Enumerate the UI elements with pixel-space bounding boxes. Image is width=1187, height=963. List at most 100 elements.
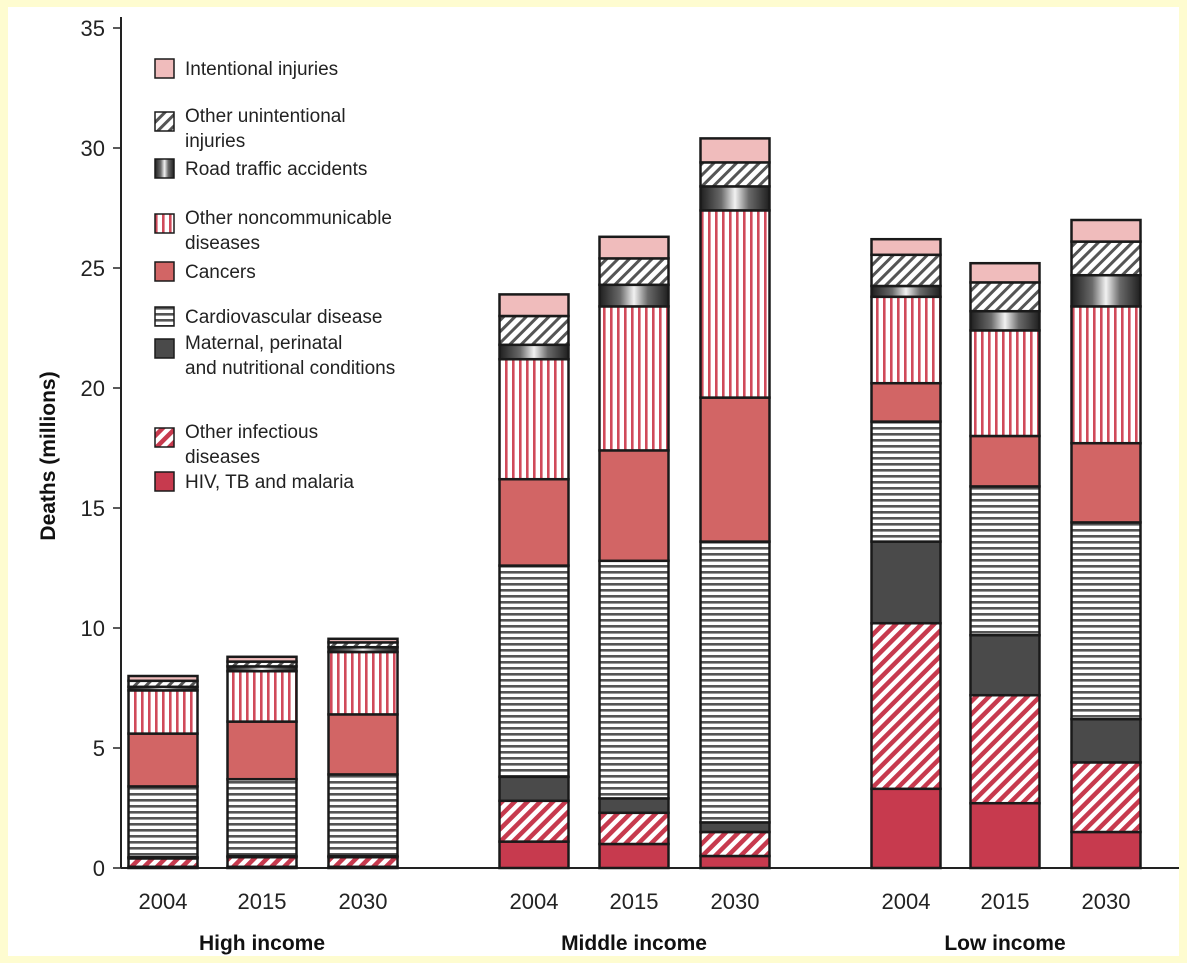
bar-segment-cancers xyxy=(870,381,942,423)
legend-label: Cardiovascular disease xyxy=(185,307,383,328)
bar-middle-income-2004 xyxy=(498,293,570,870)
y-tick-label: 5 xyxy=(93,736,105,761)
legend-swatch xyxy=(154,471,175,492)
bar-segment-cardiovascular-disease xyxy=(598,559,670,800)
legend-swatch xyxy=(154,213,175,234)
x-tick-label: 2004 xyxy=(510,889,559,914)
bar-segment-intentional-injuries xyxy=(699,137,771,164)
legend-swatch xyxy=(154,338,175,359)
bar-segment-intentional-injuries xyxy=(598,235,670,260)
legend-label: Other infectious xyxy=(185,422,318,443)
bar-segment-cancers xyxy=(327,713,399,776)
bar-high-income-2004 xyxy=(127,674,199,870)
legend-item-maternal-perinatal-and-nutritional-conditions: Maternal, perinatal and nutritional condi… xyxy=(154,333,395,379)
y-tick-label: 35 xyxy=(81,16,105,41)
bar-segment-other-infectious-diseases xyxy=(969,693,1041,805)
bar-low-income-2015 xyxy=(969,261,1041,870)
bar-segment-hiv-tb-and-malaria xyxy=(498,840,570,870)
bar-low-income-2030 xyxy=(1070,218,1142,870)
bar-segment-other-unintentional-injuries xyxy=(498,314,570,347)
y-tick-label: 15 xyxy=(81,496,105,521)
bar-segment-cardiovascular-disease xyxy=(226,777,298,858)
bar-segment-cardiovascular-disease xyxy=(498,564,570,779)
bar-segment-cancers xyxy=(1070,441,1142,524)
legend: Intentional injuries Other unintentional i… xyxy=(154,58,395,493)
bar-segment-maternal-perinatal-and-nutritional-conditions xyxy=(969,633,1041,697)
y-tick-label: 0 xyxy=(93,856,105,881)
legend-item-other-infectious-diseases: Other infectious diseases xyxy=(154,422,318,468)
bar-segment-cancers xyxy=(127,732,199,788)
bar-segment-other-noncommunicable-diseases xyxy=(598,305,670,452)
bar-segment-intentional-injuries xyxy=(127,674,199,683)
legend-item-other-noncommunicable-diseases: Other noncommunicable diseases xyxy=(154,208,392,254)
bar-segment-hiv-tb-and-malaria xyxy=(598,842,670,870)
bar-segment-hiv-tb-and-malaria xyxy=(870,787,942,870)
bar-segment-other-noncommunicable-diseases xyxy=(498,357,570,481)
group-label-high-income: High income xyxy=(199,932,325,955)
legend-item-intentional-injuries: Intentional injuries xyxy=(154,58,338,80)
y-tick-label: 25 xyxy=(81,256,105,281)
bar-segment-other-noncommunicable-diseases xyxy=(127,689,199,735)
legend-label: Other unintentional xyxy=(185,106,346,127)
bar-segment-other-unintentional-injuries xyxy=(699,161,771,188)
bar-low-income-2004 xyxy=(870,237,942,870)
legend-swatch xyxy=(154,111,175,132)
bar-segment-other-infectious-diseases xyxy=(226,855,298,869)
bar-segment-cancers xyxy=(699,396,771,543)
legend-item-cancers: Cancers xyxy=(154,261,256,283)
bar-segment-road-traffic-accidents xyxy=(870,284,942,299)
x-tick-label: 2030 xyxy=(711,889,760,914)
legend-label: Road traffic accidents xyxy=(185,159,367,180)
bars xyxy=(127,137,1142,870)
bar-high-income-2030 xyxy=(327,637,399,870)
x-tick-label: 2015 xyxy=(238,889,287,914)
bar-segment-intentional-injuries xyxy=(498,293,570,318)
legend-label: injuries xyxy=(185,131,245,152)
legend-label: HIV, TB and malaria xyxy=(185,472,354,493)
bar-segment-hiv-tb-and-malaria xyxy=(699,854,771,870)
x-tick-label: 2030 xyxy=(1082,889,1131,914)
bar-segment-maternal-perinatal-and-nutritional-conditions xyxy=(498,775,570,803)
bar-segment-other-unintentional-injuries xyxy=(969,281,1041,313)
bar-segment-other-noncommunicable-diseases xyxy=(969,329,1041,438)
bar-segment-other-unintentional-injuries xyxy=(870,253,942,288)
bar-middle-income-2030 xyxy=(699,137,771,870)
legend-label: Maternal, perinatal xyxy=(185,333,342,354)
legend-item-other-unintentional-injuries: Other unintentional injuries xyxy=(154,106,346,152)
bar-segment-other-infectious-diseases xyxy=(127,857,199,869)
bar-segment-other-infectious-diseases xyxy=(699,830,771,858)
y-tick-label: 20 xyxy=(81,376,105,401)
x-axis-labels: 2004 2015 2030 2004 2015 2030 2004 2015 2030 High… xyxy=(139,889,1131,955)
bar-segment-cardiovascular-disease xyxy=(127,785,199,859)
bar-segment-road-traffic-accidents xyxy=(969,309,1041,332)
x-tick-label: 2015 xyxy=(981,889,1030,914)
bar-segment-intentional-injuries xyxy=(327,637,399,644)
bar-segment-cardiovascular-disease xyxy=(1070,521,1142,721)
bar-segment-cancers xyxy=(598,449,670,563)
bar-segment-other-noncommunicable-diseases xyxy=(870,295,942,385)
bar-segment-road-traffic-accidents xyxy=(498,343,570,361)
bar-segment-other-infectious-diseases xyxy=(327,855,399,869)
bar-high-income-2015 xyxy=(226,655,298,870)
bar-segment-other-infectious-diseases xyxy=(598,811,670,846)
legend-label: diseases xyxy=(185,233,260,254)
legend-item-road-traffic-accidents: Road traffic accidents xyxy=(154,158,367,180)
bar-segment-intentional-injuries xyxy=(969,261,1041,284)
bar-segment-intentional-injuries xyxy=(226,655,298,663)
bar-segment-maternal-perinatal-and-nutritional-conditions xyxy=(1070,717,1142,764)
stacked-bar-chart: 0 5 10 15 20 25 30 35 Deaths (millions) 2004 2015… xyxy=(37,16,1179,955)
bar-segment-other-noncommunicable-diseases xyxy=(699,209,771,399)
bar-segment-road-traffic-accidents xyxy=(598,283,670,308)
bar-segment-cardiovascular-disease xyxy=(699,540,771,824)
x-tick-label: 2030 xyxy=(339,889,388,914)
group-label-low-income: Low income xyxy=(944,932,1065,955)
bar-segment-cardiovascular-disease xyxy=(969,485,1041,637)
y-tick-label: 30 xyxy=(81,136,105,161)
bar-segment-hiv-tb-and-malaria xyxy=(969,801,1041,870)
group-label-middle-income: Middle income xyxy=(561,932,707,955)
bar-segment-road-traffic-accidents xyxy=(699,185,771,212)
legend-label: Intentional injuries xyxy=(185,59,338,80)
bar-segment-road-traffic-accidents xyxy=(1070,273,1142,308)
y-tick-label: 10 xyxy=(81,616,105,641)
legend-label: and nutritional conditions xyxy=(185,358,395,379)
